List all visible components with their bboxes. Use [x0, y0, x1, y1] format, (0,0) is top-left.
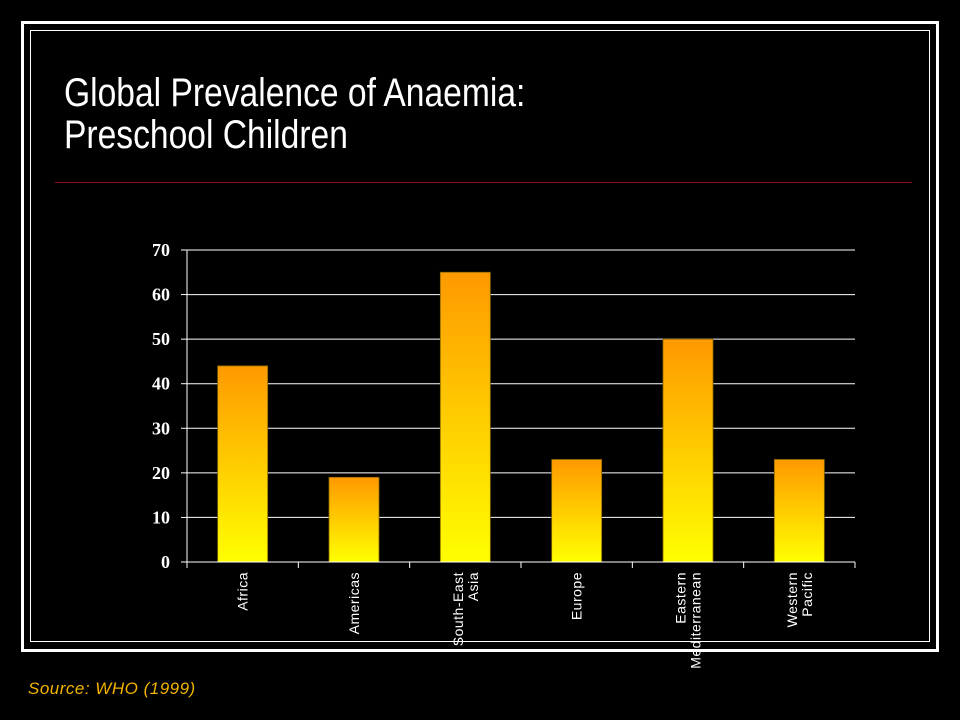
bar [217, 365, 269, 563]
x-category-label-line: South-East [450, 572, 466, 646]
y-tick-label: 0 [161, 552, 170, 572]
y-tick-label: 10 [152, 507, 170, 527]
bar [551, 459, 603, 563]
x-category-label-line: Europe [569, 572, 585, 620]
slide-title-line-2: Preschool Children [64, 113, 348, 157]
x-category-label-line: Pacific [799, 572, 815, 617]
y-tick-label: 70 [152, 240, 170, 260]
x-category-label: Eastern Mediterranean [673, 572, 704, 669]
source-note: Source: WHO (1999) [28, 679, 196, 698]
x-category-label-line: Western [784, 572, 800, 627]
x-category-label-line: Asia [465, 572, 481, 601]
x-category-label: Americas [346, 572, 362, 634]
bar [662, 338, 714, 563]
bar [439, 271, 491, 563]
x-category-label: Western Pacific [784, 572, 815, 627]
bar [773, 459, 825, 563]
gridlines [187, 249, 855, 518]
x-category-label: Europe [569, 572, 585, 620]
title-divider [55, 182, 912, 183]
x-axis [186, 250, 856, 568]
bars [217, 271, 825, 563]
y-axis-ticks: 0 10 20 30 40 50 60 70 [152, 240, 187, 572]
bar [328, 476, 380, 563]
x-axis-labels: Africa Americas South-East Asia Europe Easter… [235, 572, 815, 669]
slide-inner-frame [30, 30, 930, 642]
x-category-label: Africa [235, 572, 251, 611]
x-category-label-line: Mediterranean [688, 572, 704, 669]
x-category-label-line: Eastern [673, 572, 689, 624]
slide-title-line-1: Global Prevalence of Anaemia: [64, 71, 526, 115]
x-category-label-line: Americas [346, 572, 362, 634]
x-category-label: South-East Asia [450, 572, 481, 646]
y-tick-label: 20 [152, 463, 170, 483]
y-tick-label: 60 [152, 285, 170, 305]
y-tick-label: 40 [152, 374, 170, 394]
slide-outer-frame [21, 21, 939, 652]
x-category-label-line: Africa [235, 572, 251, 611]
y-tick-label: 50 [152, 329, 170, 349]
slide-title: Global Prevalence of Anaemia: Preschool … [64, 72, 525, 156]
y-tick-label: 30 [152, 418, 170, 438]
